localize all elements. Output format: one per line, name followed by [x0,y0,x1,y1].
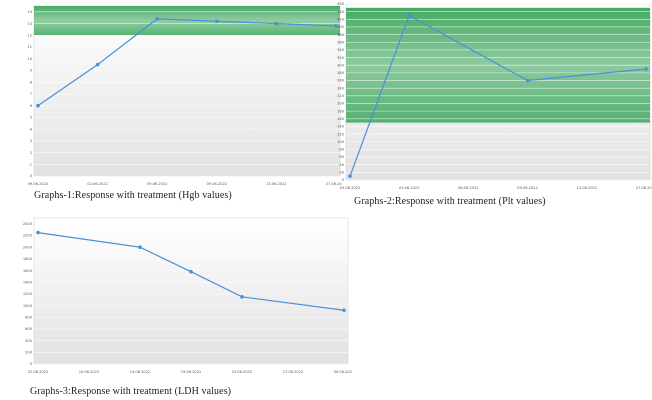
x-tick-label: 30.06.2022 [334,370,352,374]
series-line [37,18,337,107]
x-tick-label: 09.06.2022 [28,182,49,186]
y-tick-label: 12 [27,34,32,38]
data-point [36,103,40,108]
y-tick-label: 1600 [23,269,33,273]
y-tick-label: 240 [337,86,345,90]
y-tick-label: 460 [337,2,345,6]
y-tick-label: 1800 [23,257,33,261]
y-tick-label: 420 [337,18,345,22]
y-tick-label: 220 [337,94,345,98]
y-tick-label: 80 [339,148,344,152]
y-tick-label: 340 [337,48,345,52]
y-tick-label: 2400 [23,222,33,226]
y-tick-label: 600 [25,327,33,331]
x-tick-label: 03.06.2022 [340,186,361,190]
y-tick-label: 200 [337,102,345,106]
data-point [334,24,338,28]
x-tick-label: 22.06.2022 [28,370,49,374]
y-tick-label: 40 [339,163,344,167]
chart-plt-caption: Graphs-2:Response with treatment (Plt va… [354,196,546,207]
x-tick-label: 14.06.2022 [130,370,151,374]
y-tick-label: 800 [25,315,33,319]
y-tick-label: 8 [30,80,33,84]
x-tick-label: 27.06.2022 [283,370,304,374]
data-point [348,174,352,178]
y-tick-label: 400 [25,339,33,343]
y-tick-label: 200 [25,351,33,355]
y-tick-label: 380 [337,33,345,37]
data-point [189,269,193,274]
y-tick-label: 11 [27,45,32,49]
y-tick-label: 4 [30,127,33,131]
y-tick-label: 9 [30,69,33,73]
y-tick-label: 260 [337,79,345,83]
x-tick-label: 13.06.2022 [266,182,287,186]
data-point [274,21,279,26]
y-tick-label: 6 [30,104,33,108]
x-tick-label: 27.06.2022 [326,182,342,186]
y-tick-label: 1200 [23,292,33,296]
data-point [36,230,40,235]
y-tick-label: 100 [337,140,345,144]
y-tick-label: 10 [27,57,32,61]
x-tick-label: 09.06.2022 [147,182,168,186]
y-tick-label: 0 [30,362,33,366]
data-point [215,19,219,24]
x-tick-label: 03.06.2022 [399,186,420,190]
y-tick-label: 360 [337,40,345,44]
y-tick-label: 1 [30,162,32,166]
chart-ldh-caption: Graphs-3:Response with treatment (LDH va… [30,386,232,397]
y-tick-label: 320 [337,56,345,60]
y-tick-label: 2000 [23,245,33,249]
data-point [407,13,411,18]
y-tick-label: 60 [339,155,344,159]
y-tick-label: 1400 [23,280,33,284]
x-tick-label: 13.06.2022 [577,186,598,190]
chart-ldh-svg: 0 200 400 600 800 1000 1200 1400 1600 1800 2000 220… [23,217,352,374]
y-tick-label: 280 [337,71,345,75]
y-tick-label: 160 [337,117,345,121]
data-point [155,17,159,21]
data-point [138,245,142,249]
y-tick-label: 7 [30,92,32,96]
x-tick-label: 19.06.2022 [181,370,202,374]
y-tick-label: 0 [30,174,33,178]
x-tick-label: 10.06.2022 [79,370,100,374]
y-tick-label: 20 [339,171,344,175]
plot-area [33,217,349,365]
y-tick-label: 0 [342,178,345,182]
chart-hgb-caption: Graphs-1:Response with treatment (Hgb va… [34,190,232,201]
x-tick-label: 08.06.2022 [458,186,479,190]
x-tick-label: 09.06.2022 [207,182,228,186]
y-tick-label: 180 [337,109,345,113]
y-tick-label: 3 [30,139,32,143]
y-tick-label: 14 [27,10,32,14]
chart-plt-svg: 0 20 40 60 80 100 120 140 160 180 200 220 240 260 280 3… [337,2,652,190]
data-point [95,62,100,67]
x-tick-label: 27.06.2022 [636,186,652,190]
y-tick-label: 400 [337,25,345,29]
x-tick-label: 23.06.2022 [232,370,253,374]
y-tick-label: 140 [337,125,345,129]
y-tick-label: 1000 [23,304,33,308]
chart-hgb: 0 1 2 3 4 5 6 7 8 9 10 11 12 13 14 09.06.2022 02.06.2022… [24,4,342,192]
chart-ldh: 0 200 400 600 800 1000 1200 1400 1600 1800 2000 220… [22,212,352,382]
data-point [644,67,648,71]
y-tick-label: 2 [30,151,32,155]
data-point [525,78,530,83]
data-point [240,295,244,299]
y-tick-label: 300 [337,63,345,67]
chart-plt: 0 20 40 60 80 100 120 140 160 180 200 220 240 260 280 3… [336,2,652,194]
data-point [342,308,346,313]
y-tick-label: 5 [30,116,32,120]
y-tick-label: 13 [27,22,32,26]
y-tick-label: 120 [337,132,345,136]
y-tick-label: 440 [337,10,345,14]
series-line [349,14,647,177]
x-tick-label: 09.06.2022 [517,186,538,190]
x-tick-label: 02.06.2022 [87,182,108,186]
y-tick-label: 2200 [23,234,33,238]
